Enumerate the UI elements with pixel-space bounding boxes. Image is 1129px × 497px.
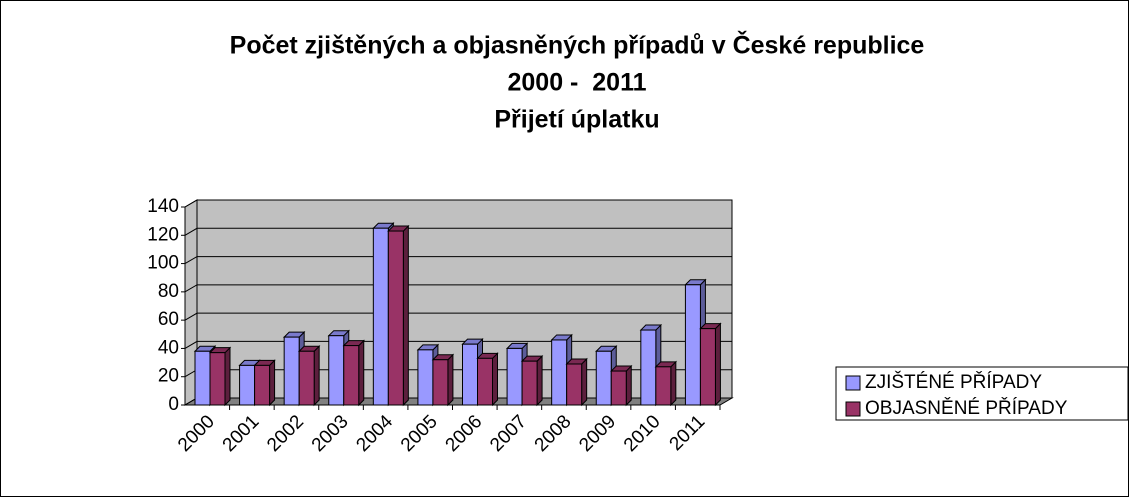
grid-line (184, 256, 732, 265)
chart-title: Přijetí úplatku (494, 106, 659, 134)
bar-side (358, 339, 365, 407)
bar (684, 284, 701, 406)
bar (343, 345, 360, 406)
bar-side (714, 322, 721, 407)
grid-line (184, 199, 732, 208)
chart-title: 2000 - 2011 (507, 69, 646, 97)
bar-side (402, 224, 409, 407)
bar-side (492, 352, 498, 407)
y-tick-label: 140 (147, 196, 179, 217)
bar (595, 350, 612, 406)
bar (239, 364, 256, 406)
bar-side (536, 354, 543, 407)
bar (462, 343, 478, 406)
bar (477, 357, 493, 406)
bar (432, 359, 449, 406)
y-tick-label: 60 (158, 309, 179, 330)
legend-swatch (845, 375, 861, 391)
y-tick-label: 80 (158, 281, 179, 302)
grid-line (184, 227, 732, 236)
bar (566, 363, 583, 406)
bar (328, 335, 345, 406)
y-tick-label: 0 (168, 394, 179, 415)
legend-label: OBJASNĚNÉ PŘÍPADY (865, 397, 1068, 419)
bar (417, 349, 434, 406)
legend-swatch (845, 401, 861, 417)
bar (283, 336, 300, 406)
y-tick-label: 120 (147, 224, 179, 245)
bar-side (670, 360, 677, 407)
bar-side (224, 346, 231, 407)
bar (506, 347, 523, 406)
bar (551, 339, 568, 406)
bar (298, 350, 315, 406)
y-tick-label: 40 (158, 337, 179, 358)
bar (521, 360, 538, 406)
chart-title: Počet zjištěných a objasněných případů v… (230, 30, 925, 60)
grid-line (184, 284, 732, 293)
legend (835, 366, 1129, 421)
bar (372, 227, 389, 406)
bar-side (447, 353, 454, 407)
bar (640, 329, 657, 406)
grid-line (184, 312, 732, 321)
bar-side (313, 345, 320, 407)
legend-label: ZJIŠTÉNÉ PŘÍPADY (865, 371, 1042, 393)
bar (209, 352, 226, 406)
bar (254, 364, 271, 406)
y-tick-label: 20 (158, 366, 179, 387)
bar (387, 230, 404, 406)
bar-side (581, 357, 588, 407)
bar (194, 350, 211, 406)
bar-side (625, 364, 632, 407)
bar-side (269, 359, 276, 407)
y-tick-label: 100 (147, 253, 179, 274)
bar (699, 328, 716, 406)
bar (655, 366, 672, 406)
bar (610, 370, 627, 406)
